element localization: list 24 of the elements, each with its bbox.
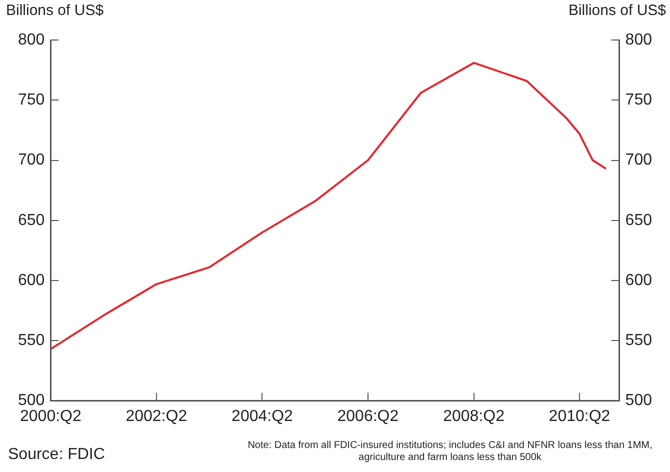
x-tick-label: 2006:Q2	[337, 408, 399, 425]
y-tick-label: 550	[18, 332, 45, 350]
x-tick-label: 2000:Q2	[20, 408, 82, 425]
x-tick-label: 2002:Q2	[126, 408, 188, 425]
y-tick-label: 700	[18, 152, 45, 169]
y2-axis-title: Billions of US$	[568, 2, 666, 19]
x-tick-label: 2004:Q2	[232, 408, 294, 425]
source-note: Source: FDIC	[8, 446, 105, 464]
y-tick-label: 750	[18, 92, 45, 109]
x-tick-label: 2010:Q2	[548, 408, 610, 425]
y-tick-label: 800	[18, 31, 45, 48]
x-tick-label: 2008:Q2	[443, 408, 505, 425]
y-tick-label: 600	[18, 272, 45, 289]
y-tick-label: 650	[18, 212, 45, 229]
text: Note: Data from all FDIC-insured institutions; includes C&I and NFNR loans less than 1MM, agriculture and farm loans less than 500k	[246, 440, 654, 464]
y2-tick-label: 750	[625, 92, 652, 109]
y-axis-title: Billions of US$	[6, 2, 104, 19]
y2-tick-label: 800	[625, 31, 652, 48]
y2-tick-label: 700	[625, 152, 652, 169]
y2-tick-label: 600	[625, 272, 652, 289]
y2-tick-label: 550	[625, 332, 652, 350]
y-tick-label: 500	[18, 392, 45, 410]
y2-tick-label: 500	[625, 392, 652, 410]
y2-tick-label: 650	[625, 212, 652, 229]
